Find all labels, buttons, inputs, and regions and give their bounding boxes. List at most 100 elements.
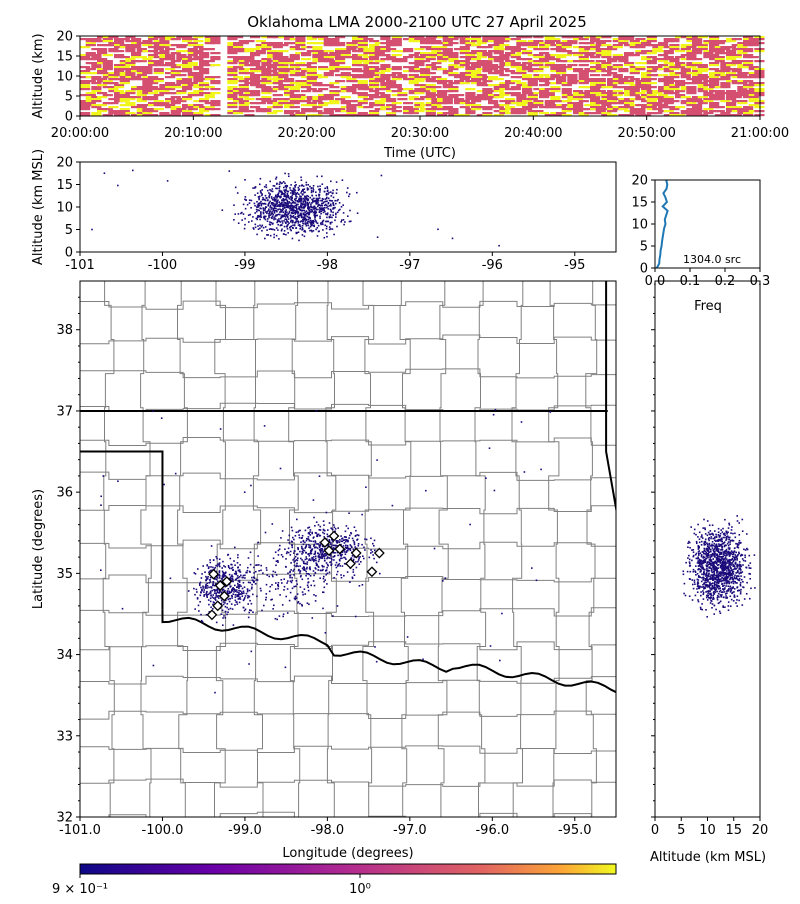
source-density-cell xyxy=(284,80,294,82)
source-point xyxy=(271,218,273,220)
source-density-cell xyxy=(465,110,475,112)
source-point xyxy=(314,525,316,527)
source-density-cell xyxy=(227,96,237,98)
source-point xyxy=(219,577,221,579)
source-point xyxy=(296,565,298,567)
source-density-cell xyxy=(392,84,402,86)
source-point xyxy=(238,592,240,594)
source-point xyxy=(292,220,294,222)
source-point xyxy=(235,596,237,598)
source-point xyxy=(337,555,339,557)
source-density-cell xyxy=(647,86,657,88)
source-point xyxy=(325,204,327,206)
source-density-cell xyxy=(250,106,260,108)
y-tick-label: 15 xyxy=(631,196,648,211)
source-point xyxy=(314,545,316,547)
source-point xyxy=(333,577,335,579)
source-density-cell xyxy=(363,106,373,108)
source-density-cell xyxy=(494,106,504,108)
source-point xyxy=(306,538,308,540)
source-point xyxy=(270,586,272,588)
source-point xyxy=(217,565,219,567)
source-density-cell xyxy=(341,102,351,104)
source-point xyxy=(250,214,252,216)
source-density-cell xyxy=(284,60,294,62)
source-density-cell xyxy=(380,88,390,90)
source-density-cell xyxy=(244,98,254,100)
source-point xyxy=(303,210,305,212)
source-point xyxy=(234,585,236,587)
source-point xyxy=(358,545,360,547)
source-density-cell xyxy=(499,86,509,88)
source-point xyxy=(322,549,324,551)
source-density-cell xyxy=(261,58,271,60)
source-point xyxy=(233,560,235,562)
source-point xyxy=(240,590,242,592)
source-density-cell xyxy=(443,98,453,100)
source-point xyxy=(262,207,264,209)
source-density-cell xyxy=(267,70,277,72)
source-density-cell xyxy=(358,58,368,60)
source-point xyxy=(259,228,261,230)
source-density-cell xyxy=(414,92,424,94)
source-density-cell xyxy=(709,68,719,70)
source-density-cell xyxy=(154,108,164,110)
source-point xyxy=(330,181,332,183)
source-density-cell xyxy=(165,88,175,90)
source-point xyxy=(188,590,190,592)
source-density-cell xyxy=(658,54,668,56)
source-point xyxy=(225,617,227,619)
source-density-cell xyxy=(601,40,611,42)
source-point xyxy=(260,214,262,216)
source-density-cell xyxy=(182,86,192,88)
source-point xyxy=(238,593,240,595)
source-density-cell xyxy=(369,112,379,114)
source-point xyxy=(261,195,263,197)
source-density-cell xyxy=(420,90,430,92)
source-density-cell xyxy=(499,94,509,96)
source-density-cell xyxy=(386,98,396,100)
source-density-cell xyxy=(120,108,130,110)
source-density-cell xyxy=(363,98,373,100)
source-point xyxy=(247,591,249,593)
source-point xyxy=(205,586,207,588)
source-point xyxy=(309,540,311,542)
source-density-cell xyxy=(726,58,736,60)
source-point xyxy=(315,213,317,215)
source-density-cell xyxy=(154,62,164,64)
source-point xyxy=(279,208,281,210)
source-point xyxy=(234,564,236,566)
source-density-cell xyxy=(652,102,662,104)
source-point xyxy=(288,222,290,224)
source-density-cell xyxy=(533,102,543,104)
source-point xyxy=(210,592,212,594)
source-point xyxy=(347,541,349,543)
source-point xyxy=(277,194,279,196)
source-point xyxy=(297,213,299,215)
source-point xyxy=(302,594,304,596)
source-density-cell xyxy=(295,98,305,100)
source-point xyxy=(288,206,290,208)
source-density-cell xyxy=(522,76,532,78)
source-point xyxy=(292,588,294,590)
source-density-cell xyxy=(273,52,283,54)
source-point xyxy=(321,211,323,213)
source-point xyxy=(213,602,215,604)
source-point xyxy=(267,190,269,192)
source-point xyxy=(315,215,317,217)
source-density-cell xyxy=(227,86,237,88)
source-density-cell xyxy=(295,72,305,74)
source-point xyxy=(290,575,292,577)
source-point xyxy=(321,203,323,205)
source-point xyxy=(342,565,344,567)
source-density-cell xyxy=(295,62,305,64)
source-density-cell xyxy=(516,72,526,74)
source-point xyxy=(236,591,238,593)
source-density-cell xyxy=(199,98,209,100)
source-density-cell xyxy=(375,92,385,94)
source-point xyxy=(303,563,305,565)
source-point xyxy=(315,542,317,544)
source-point xyxy=(325,553,327,555)
source-point xyxy=(272,216,274,218)
source-point xyxy=(310,575,312,577)
